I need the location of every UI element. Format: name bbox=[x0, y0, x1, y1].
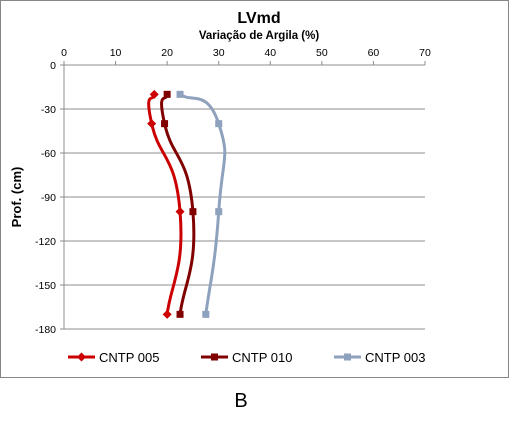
data-point bbox=[149, 89, 159, 99]
data-point bbox=[175, 207, 185, 217]
y-tick-label: -150 bbox=[35, 280, 56, 292]
x-axis-label: Variação de Argila (%) bbox=[199, 30, 320, 42]
x-tick-label: 0 bbox=[61, 47, 67, 59]
y-axis-label: Prof. (cm) bbox=[9, 167, 24, 228]
legend-label: CNTP 003 bbox=[365, 350, 425, 365]
chart-frame: LVmd Variação de Argila (%) Prof. (cm) 0… bbox=[0, 0, 509, 378]
data-point bbox=[215, 120, 223, 128]
legend-entry: CNTP 003 bbox=[334, 350, 425, 365]
x-tick-label: 20 bbox=[161, 47, 173, 59]
data-point bbox=[202, 310, 210, 318]
data-point bbox=[162, 309, 172, 319]
data-point bbox=[147, 119, 157, 129]
data-point bbox=[161, 120, 169, 128]
data-point bbox=[176, 90, 184, 98]
x-tick-label: 70 bbox=[419, 47, 431, 59]
y-tick-label: -60 bbox=[41, 148, 56, 160]
legend-entry: CNTP 010 bbox=[201, 350, 292, 365]
x-tick-label: 50 bbox=[316, 47, 328, 59]
series-cntp-005 bbox=[147, 89, 185, 319]
data-point bbox=[163, 90, 171, 98]
legend-marker bbox=[344, 353, 351, 361]
series-line bbox=[160, 92, 196, 316]
line-chart: LVmd Variação de Argila (%) Prof. (cm) 0… bbox=[9, 10, 431, 365]
series-line bbox=[178, 92, 227, 316]
legend-entry: CNTP 005 bbox=[68, 350, 159, 365]
panel-label: B bbox=[234, 390, 248, 412]
series-line bbox=[147, 92, 183, 316]
axes: 0 -30 -60 -90 -120 -150 -180 0 10 20 30 40 50 60 70 bbox=[35, 47, 431, 336]
y-tick-label: -180 bbox=[35, 324, 56, 336]
series-cntp-010 bbox=[160, 90, 197, 318]
legend-label: CNTP 005 bbox=[99, 350, 159, 365]
legend-marker bbox=[211, 353, 218, 361]
y-tick-label: -90 bbox=[41, 192, 56, 204]
x-tick-label: 40 bbox=[264, 47, 276, 59]
x-tick-label: 30 bbox=[213, 47, 225, 59]
data-point bbox=[189, 208, 197, 216]
legend-marker bbox=[77, 352, 86, 362]
data-point bbox=[176, 310, 184, 318]
legend-label: CNTP 010 bbox=[232, 350, 292, 365]
legend: CNTP 005 CNTP 010 CNTP 003 bbox=[68, 350, 425, 365]
series-lines bbox=[147, 89, 227, 319]
series-cntp-003 bbox=[176, 90, 227, 318]
chart-title: LVmd bbox=[237, 10, 280, 27]
x-tick-label: 60 bbox=[368, 47, 380, 59]
y-tick-label: -30 bbox=[41, 104, 56, 116]
y-tick-label: -120 bbox=[35, 236, 56, 248]
data-point bbox=[215, 208, 223, 216]
gridlines bbox=[64, 108, 425, 330]
x-tick-label: 10 bbox=[110, 47, 122, 59]
y-tick-label: 0 bbox=[50, 60, 56, 72]
